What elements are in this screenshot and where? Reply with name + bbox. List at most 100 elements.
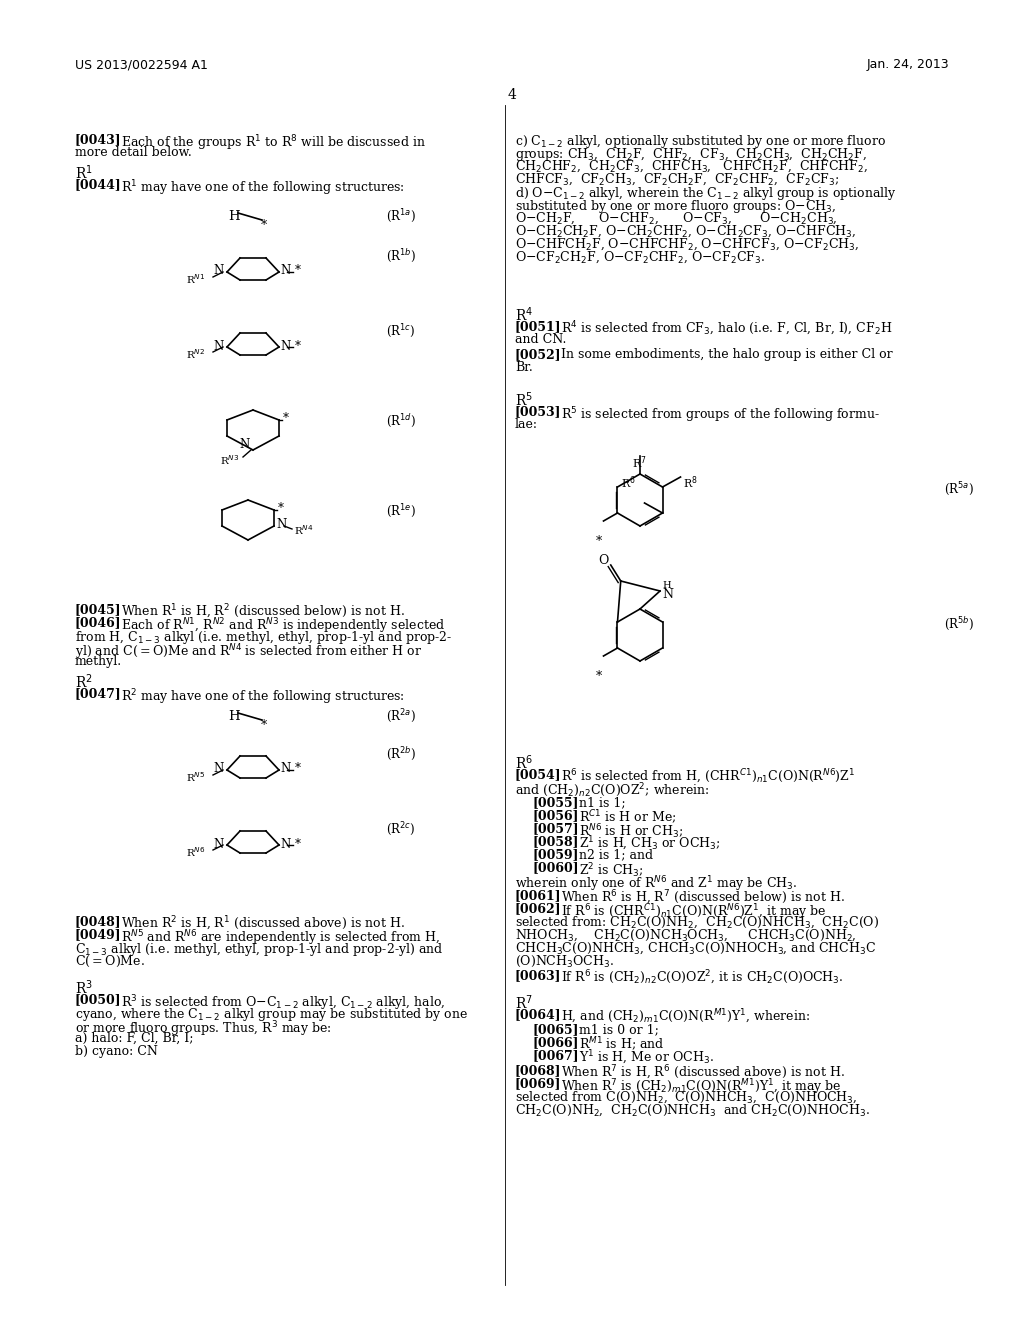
Text: *: * [278, 503, 284, 516]
Text: N: N [240, 438, 250, 451]
Text: n2 is 1; and: n2 is 1; and [579, 847, 653, 861]
Text: [0062]: [0062] [515, 902, 561, 915]
Text: CH$_2$CHF$_2$,  CH$_2$CF$_3$,  CHFCH$_3$,   CHFCH$_2$F,  CHFCHF$_2$,: CH$_2$CHF$_2$, CH$_2$CF$_3$, CHFCH$_3$, … [515, 158, 868, 174]
Text: When R$^2$ is H, R$^1$ (discussed above) is not H.: When R$^2$ is H, R$^1$ (discussed above)… [121, 915, 404, 933]
Text: [0043]: [0043] [75, 133, 122, 147]
Text: N: N [280, 837, 290, 850]
Text: R$^2$: R$^2$ [75, 672, 93, 690]
Text: *: * [295, 837, 301, 850]
Text: (R$^{2b}$): (R$^{2b}$) [386, 744, 416, 762]
Text: d) O$\mathdefault{-}$C$_{1-2}$ alkyl, wherein the C$_{1-2}$ alkyl group is optio: d) O$\mathdefault{-}$C$_{1-2}$ alkyl, wh… [515, 185, 897, 202]
Text: N: N [214, 339, 224, 352]
Text: b) cyano: CN: b) cyano: CN [75, 1045, 158, 1059]
Text: substituted by one or more fluoro groups: O$\mathdefault{-}$CH$_3$,: substituted by one or more fluoro groups… [515, 198, 837, 215]
Text: Z$^2$ is CH$_3$;: Z$^2$ is CH$_3$; [579, 861, 644, 879]
Text: [0069]: [0069] [515, 1077, 561, 1090]
Text: [0061]: [0061] [515, 888, 561, 902]
Text: and (CH$_2$)$_{n2}$C(O)OZ$^2$; wherein:: and (CH$_2$)$_{n2}$C(O)OZ$^2$; wherein: [515, 781, 710, 799]
Text: [0065]: [0065] [534, 1023, 580, 1036]
Text: R$^3$: R$^3$ [75, 978, 93, 997]
Text: a) halo: F, Cl, Br, I;: a) halo: F, Cl, Br, I; [75, 1032, 194, 1045]
Text: wherein only one of R$^{N6}$ and Z$^1$ may be CH$_3$.: wherein only one of R$^{N6}$ and Z$^1$ m… [515, 874, 798, 894]
Text: R$^3$ is selected from O$\mathdefault{-}$C$_{1-2}$ alkyl, C$_{1-2}$ alkyl, halo,: R$^3$ is selected from O$\mathdefault{-}… [121, 993, 445, 1012]
Text: more detail below.: more detail below. [75, 147, 191, 158]
Text: Each of R$^{N1}$, R$^{N2}$ and R$^{N3}$ is independently selected: Each of R$^{N1}$, R$^{N2}$ and R$^{N3}$ … [121, 616, 445, 636]
Text: If R$^6$ is (CHR$^{C1}$)$_{n1}$C(O)N(R$^{N6}$)Z$^1$, it may be: If R$^6$ is (CHR$^{C1}$)$_{n1}$C(O)N(R$^… [561, 902, 826, 921]
Text: [0057]: [0057] [534, 822, 580, 836]
Text: (O)NCH$_3$OCH$_3$.: (O)NCH$_3$OCH$_3$. [515, 954, 614, 969]
Text: Jan. 24, 2013: Jan. 24, 2013 [866, 58, 949, 71]
Text: When R$^7$ is H, R$^6$ (discussed above) is not H.: When R$^7$ is H, R$^6$ (discussed above)… [561, 1064, 845, 1082]
Text: R$^1$: R$^1$ [75, 162, 93, 182]
Text: C$_{1-3}$ alkyl (i.e. methyl, ethyl, prop-1-yl and prop-2-yl) and: C$_{1-3}$ alkyl (i.e. methyl, ethyl, pro… [75, 941, 443, 958]
Text: Z$^1$ is H, CH$_3$ or OCH$_3$;: Z$^1$ is H, CH$_3$ or OCH$_3$; [579, 836, 721, 853]
Text: R$^{N4}$: R$^{N4}$ [294, 523, 313, 537]
Text: R$^{N5}$ and R$^{N6}$ are independently is selected from H,: R$^{N5}$ and R$^{N6}$ are independently … [121, 928, 440, 948]
Text: N: N [276, 519, 287, 532]
Text: [0045]: [0045] [75, 603, 122, 616]
Text: [0055]: [0055] [534, 796, 580, 809]
Text: [0053]: [0053] [515, 405, 561, 418]
Text: R$^{N3}$: R$^{N3}$ [219, 453, 239, 467]
Text: H, and (CH$_2$)$_{m1}$C(O)N(R$^{M1}$)Y$^1$, wherein:: H, and (CH$_2$)$_{m1}$C(O)N(R$^{M1}$)Y$^… [561, 1008, 810, 1026]
Text: R$^6$: R$^6$ [515, 752, 534, 772]
Text: [0054]: [0054] [515, 768, 561, 781]
Text: CHCH$_3$C(O)NHCH$_3$, CHCH$_3$C(O)NHOCH$_3$, and CHCH$_3$C: CHCH$_3$C(O)NHCH$_3$, CHCH$_3$C(O)NHOCH$… [515, 941, 877, 957]
Text: N: N [214, 264, 224, 277]
Text: C($\mathdefault{=}$O)Me.: C($\mathdefault{=}$O)Me. [75, 954, 144, 969]
Text: *: * [295, 763, 301, 776]
Text: R$^{C1}$ is H or Me;: R$^{C1}$ is H or Me; [579, 809, 677, 828]
Text: *: * [261, 719, 267, 733]
Text: R$^{N5}$: R$^{N5}$ [185, 770, 205, 784]
Text: selected from C(O)NH$_2$,  C(O)NHCH$_3$,  C(O)NHOCH$_3$,: selected from C(O)NH$_2$, C(O)NHCH$_3$, … [515, 1090, 857, 1105]
Text: R$^6$: R$^6$ [621, 474, 635, 491]
Text: selected from: CH$_2$C(O)NH$_2$,  CH$_2$C(O)NHCH$_3$,  CH$_2$C(O): selected from: CH$_2$C(O)NH$_2$, CH$_2$C… [515, 915, 879, 931]
Text: R$^{M1}$ is H; and: R$^{M1}$ is H; and [579, 1036, 665, 1055]
Text: N: N [214, 763, 224, 776]
Text: [0056]: [0056] [534, 809, 580, 822]
Text: H: H [662, 582, 671, 590]
Text: *: * [295, 339, 301, 352]
Text: [0052]: [0052] [515, 348, 561, 360]
Text: [0060]: [0060] [534, 861, 580, 874]
Text: In some embodiments, the halo group is either Cl or: In some embodiments, the halo group is e… [561, 348, 893, 360]
Text: R$^1$ may have one of the following structures:: R$^1$ may have one of the following stru… [121, 178, 404, 198]
Text: groups: CH$_3$,  CH$_2$F,  CHF$_2$,  CF$_3$,  CH$_2$CH$_3$,  CH$_2$CH$_2$F,: groups: CH$_3$, CH$_2$F, CHF$_2$, CF$_3$… [515, 147, 867, 162]
Text: *: * [283, 412, 289, 425]
Text: and CN.: and CN. [515, 333, 566, 346]
Text: [0067]: [0067] [534, 1049, 580, 1063]
Text: R$^5$ is selected from groups of the following formu-: R$^5$ is selected from groups of the fol… [561, 405, 880, 425]
Text: O$\mathdefault{-}$CH$_2$CH$_2$F, O$\mathdefault{-}$CH$_2$CHF$_2$, O$\mathdefault: O$\mathdefault{-}$CH$_2$CH$_2$F, O$\math… [515, 224, 856, 239]
Text: CHFCF$_3$,  CF$_2$CH$_3$,  CF$_2$CH$_2$F,  CF$_2$CHF$_2$,  CF$_2$CF$_3$;: CHFCF$_3$, CF$_2$CH$_3$, CF$_2$CH$_2$F, … [515, 172, 840, 187]
Text: cyano, where the C$_{1-2}$ alkyl group may be substituted by one: cyano, where the C$_{1-2}$ alkyl group m… [75, 1006, 468, 1023]
Text: [0049]: [0049] [75, 928, 122, 941]
Text: R$^{N6}$ is H or CH$_3$;: R$^{N6}$ is H or CH$_3$; [579, 822, 683, 841]
Text: R$^4$ is selected from CF$_3$, halo (i.e. F, Cl, Br, I), CF$_2$H: R$^4$ is selected from CF$_3$, halo (i.e… [561, 319, 892, 338]
Text: [0044]: [0044] [75, 178, 122, 191]
Text: from H, C$_{1-3}$ alkyl (i.e. methyl, ethyl, prop-1-yl and prop-2-: from H, C$_{1-3}$ alkyl (i.e. methyl, et… [75, 630, 453, 645]
Text: (R$^{5b}$): (R$^{5b}$) [944, 615, 974, 632]
Text: R$^5$: R$^5$ [515, 389, 534, 409]
Text: *: * [295, 264, 301, 277]
Text: [0048]: [0048] [75, 915, 122, 928]
Text: N: N [280, 264, 290, 277]
Text: (R$^{1b}$): (R$^{1b}$) [386, 247, 416, 264]
Text: R$^2$ may have one of the following structures:: R$^2$ may have one of the following stru… [121, 686, 404, 706]
Text: yl) and C($\mathdefault{=}$O)Me and R$^{N4}$ is selected from either H or: yl) and C($\mathdefault{=}$O)Me and R$^{… [75, 642, 422, 661]
Text: (R$^{2c}$): (R$^{2c}$) [386, 820, 416, 838]
Text: R$^{N2}$: R$^{N2}$ [185, 347, 205, 360]
Text: c) C$_{1-2}$ alkyl, optionally substituted by one or more fluoro: c) C$_{1-2}$ alkyl, optionally substitut… [515, 133, 886, 150]
Text: US 2013/0022594 A1: US 2013/0022594 A1 [75, 58, 208, 71]
Text: or more fluoro groups. Thus, R$^3$ may be:: or more fluoro groups. Thus, R$^3$ may b… [75, 1019, 332, 1039]
Text: *: * [596, 671, 602, 682]
Text: *: * [261, 219, 267, 232]
Text: R$^7$: R$^7$ [632, 454, 647, 471]
Text: 4: 4 [508, 88, 516, 102]
Text: H: H [228, 710, 240, 723]
Text: When R$^6$ is H, R$^7$ (discussed below) is not H.: When R$^6$ is H, R$^7$ (discussed below)… [561, 888, 845, 907]
Text: *: * [596, 535, 602, 548]
Text: (R$^{1e}$): (R$^{1e}$) [386, 502, 416, 520]
Text: O$\mathdefault{-}$CF$_2$CH$_2$F, O$\mathdefault{-}$CF$_2$CHF$_2$, O$\mathdefault: O$\mathdefault{-}$CF$_2$CH$_2$F, O$\math… [515, 249, 765, 265]
Text: [0046]: [0046] [75, 616, 122, 630]
Text: [0064]: [0064] [515, 1008, 561, 1020]
